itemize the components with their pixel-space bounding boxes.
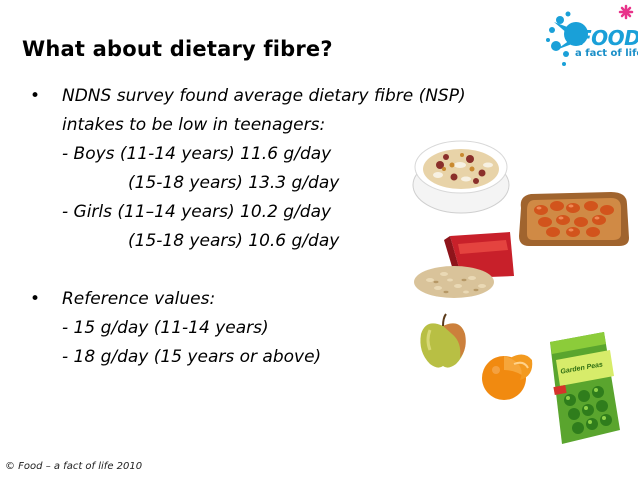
- food-a-fact-of-life-logo: FOOD a fact of life: [530, 4, 638, 74]
- orange-icon: [482, 354, 533, 400]
- boys-11-14-line: - Boys (11-14 years) 11.6 g/day: [62, 144, 332, 164]
- logo-splash-icon: [546, 4, 634, 66]
- reference-11-14-line: - 15 g/day (11-14 years): [62, 318, 269, 338]
- text-line: intakes to be low in teenagers:: [62, 115, 326, 135]
- reference-15-plus-line: - 18 g/day (15 years or above): [62, 347, 322, 367]
- slide-body: • NDNS survey found average dietary fibre…: [30, 82, 466, 372]
- oats-packet-icon: [414, 232, 514, 298]
- garden-peas-bag-icon: Garden Peas: [550, 332, 620, 444]
- bullet-icon: •: [30, 86, 41, 106]
- logo-word: FOOD: [578, 26, 638, 50]
- apple-icon: [420, 313, 466, 368]
- girls-11-14-line: - Girls (11–14 years) 10.2 g/day: [62, 202, 332, 222]
- muesli-bowl-icon: [412, 140, 510, 214]
- logo-tagline: a fact of life: [575, 48, 638, 59]
- page-title: What about dietary fibre?: [22, 37, 333, 61]
- bullet-item-reference: • Reference values:: [30, 285, 466, 314]
- copyright-footer: © Food – a fact of life 2010: [5, 461, 143, 472]
- boys-15-18-line: (15-18 years) 13.3 g/day: [128, 173, 340, 193]
- bullet-item-ndns: • NDNS survey found average dietary fibre…: [30, 82, 466, 111]
- beans-on-toast-icon: [519, 192, 629, 246]
- bullet-icon: •: [30, 289, 41, 309]
- girls-15-18-line: (15-18 years) 10.6 g/day: [128, 231, 340, 251]
